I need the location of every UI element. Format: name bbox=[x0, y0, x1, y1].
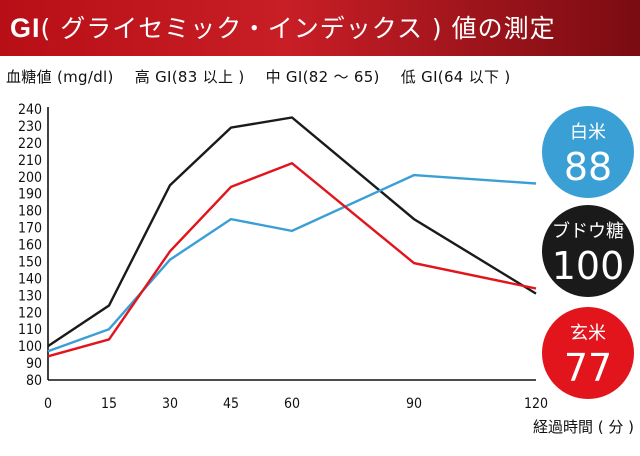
x-tick-label: 30 bbox=[162, 396, 178, 412]
x-axis-title: 経過時間 ( 分 ) bbox=[533, 418, 634, 436]
series-line bbox=[47, 161, 537, 358]
x-tick-label: 0 bbox=[44, 396, 52, 412]
y-tick-label: 130 bbox=[18, 288, 42, 304]
x-tick-label: 45 bbox=[223, 396, 239, 412]
gi-badge bbox=[542, 307, 634, 399]
y-tick-label: 200 bbox=[18, 170, 42, 186]
banner-gi: GI bbox=[10, 13, 41, 43]
y-tick-label: 190 bbox=[18, 187, 42, 203]
legend-mid-gi: 中 GI(82 〜 65) bbox=[265, 68, 380, 86]
x-tick-label: 60 bbox=[284, 396, 300, 412]
gi-badge-value: 77 bbox=[564, 346, 612, 390]
banner-rest: ( グライセミック・インデックス ) 値の測定 bbox=[40, 14, 556, 43]
x-tick-label: 120 bbox=[524, 396, 548, 412]
y-tick-label: 140 bbox=[18, 271, 42, 287]
y-tick-label: 120 bbox=[18, 305, 42, 321]
y-axis-label: 血糖値 (mg/dl) bbox=[6, 68, 114, 86]
y-tick-label: 240 bbox=[18, 102, 42, 118]
y-tick-label: 170 bbox=[18, 221, 42, 237]
gi-badge-value: 88 bbox=[564, 145, 612, 189]
y-tick-label: 160 bbox=[18, 238, 42, 254]
legend-low-gi: 低 GI(64 以下 ) bbox=[400, 68, 511, 86]
gi-badge-value: 100 bbox=[552, 244, 625, 288]
series-line bbox=[47, 116, 537, 348]
title-banner: GI( グライセミック・インデックス ) 値の測定 bbox=[0, 0, 640, 56]
y-tick-label: 150 bbox=[18, 254, 42, 270]
y-tick-label: 90 bbox=[26, 356, 42, 372]
y-tick-label: 110 bbox=[18, 322, 42, 338]
gi-badge-label: 白米 bbox=[570, 122, 606, 143]
x-tick-label: 15 bbox=[101, 396, 117, 412]
y-tick-label: 80 bbox=[26, 373, 42, 389]
y-tick-label: 220 bbox=[18, 136, 42, 152]
gi-badge bbox=[542, 205, 634, 297]
gi-badge-label: 玄米 bbox=[570, 323, 606, 344]
gi-badge-label: ブドウ糖 bbox=[552, 220, 624, 242]
y-tick-label: 230 bbox=[18, 119, 42, 135]
gi-badge bbox=[542, 106, 634, 198]
legend-line: 血糖値 (mg/dl) 高 GI(83 以上 ) 中 GI(82 〜 65) 低… bbox=[6, 66, 527, 87]
legend-high-gi: 高 GI(83 以上 ) bbox=[134, 68, 245, 86]
series-line bbox=[47, 173, 537, 353]
y-tick-label: 100 bbox=[18, 339, 42, 355]
y-tick-label: 210 bbox=[18, 153, 42, 169]
x-tick-label: 90 bbox=[406, 396, 422, 412]
y-tick-label: 180 bbox=[18, 204, 42, 220]
banner-title: GI( グライセミック・インデックス ) 値の測定 bbox=[10, 10, 556, 46]
